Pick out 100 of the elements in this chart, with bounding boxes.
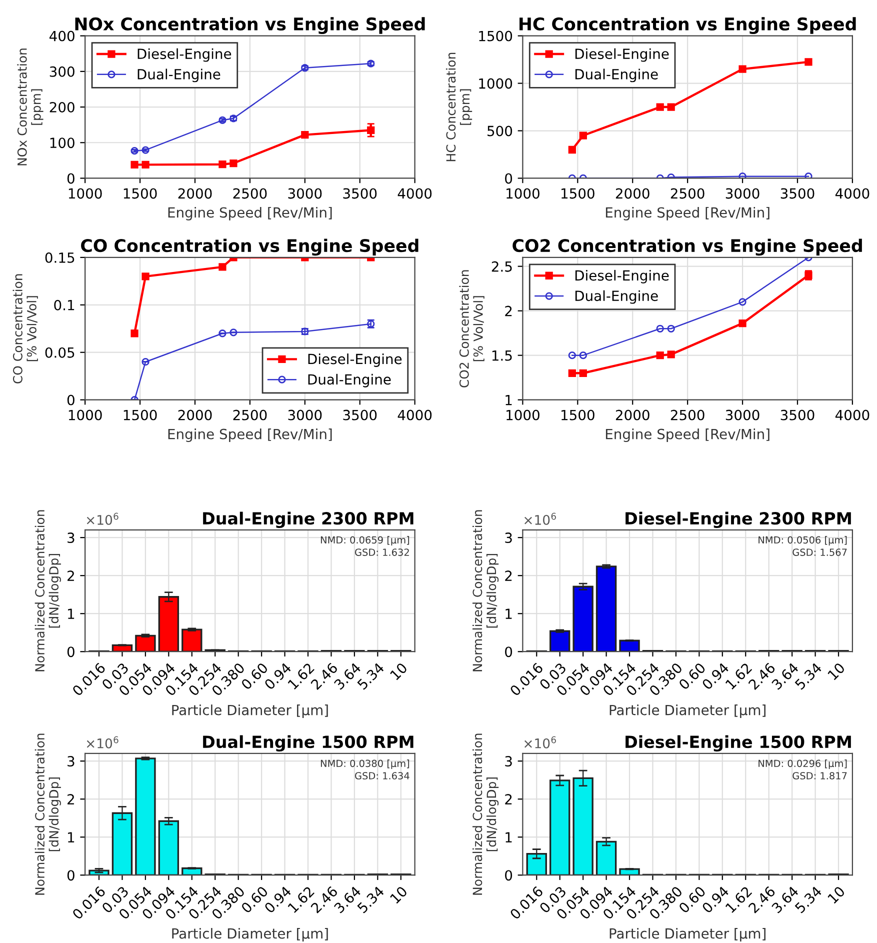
y-tick-label: 2 [505,570,512,581]
x-tick-label: 2000 [178,410,212,420]
x-tick-label: 3000 [288,410,322,420]
x-axis-title: Engine Speed [Rev/Min] [606,206,770,220]
y-tick-label: 1.5 [492,350,512,361]
x-tick-label: 4000 [398,410,432,420]
x-tick-label: 2000 [616,410,650,420]
x-tick-label: 3500 [343,410,377,420]
chart-title: Dual-Engine 1500 RPM [203,735,414,752]
y-tick-label: 0 [67,394,74,406]
y-axis-title: Normalized Concentration [dN/dlogDp] [472,510,499,672]
annotation: NMD: 0.0380 [μm] GSD: 1.634 [320,760,410,780]
y-tick-label: 300 [50,66,74,77]
chart-title: Diesel-Engine 2300 RPM [626,512,851,528]
y-tick-label: 1 [68,832,74,842]
legend-label: Dual-Engine [575,68,658,82]
text: ×10$^{6}$ [524,512,556,525]
y-tick-label: 1500 [479,30,512,42]
x-axis-title: Engine Speed [Rev/Min] [168,428,332,442]
y-tick-label: 0 [67,646,74,658]
y-tick-label: 3 [68,532,74,544]
x-tick-label: 2000 [616,188,650,199]
y-tick-label: 2 [505,794,512,804]
legend-label: Dual-Engine [138,68,220,82]
legend-label: Dual-Engine [308,374,391,388]
x-tick-label: 10 [827,886,846,904]
x-axis-title: Particle Diameter [μm] [172,704,328,718]
y-tick-label: 0 [67,173,74,184]
x-tick-label: 2500 [233,410,267,420]
y-tick-label: 0.15 [45,252,74,263]
y-tick-label: 1 [506,832,512,842]
y-tick-label: 1000 [479,78,512,89]
y-tick-label: 3 [505,756,512,767]
y-tick-label: 0 [67,870,74,881]
legend-label: Diesel-Engine [308,354,402,367]
x-tick-label: 4000 [398,188,432,199]
x-axis-title: Engine Speed [Rev/Min] [606,428,770,442]
y-axis-title: NOx Concentration [ppm] [17,48,44,166]
text: ×10$^{6}$ [524,736,556,748]
x-tick-label: 4000 [835,188,870,199]
y-tick-label: 3 [505,532,512,544]
x-tick-label: 3500 [780,410,814,420]
chart-title: CO2 Concentration vs Engine Speed [512,238,862,256]
chart-title: CO Concentration vs Engine Speed [81,238,418,256]
chart-title: Dual-Engine 2300 RPM [203,512,414,528]
x-tick-label: 10 [390,662,408,680]
annotation: NMD: 0.0506 [μm] GSD: 1.567 [758,536,847,556]
x-tick-label: 3500 [343,188,377,199]
text: ×10$^{6}$ [86,512,118,525]
y-axis-title: CO Concentration [% Vol/Vol] [12,274,38,384]
x-tick-label: 1500 [562,188,594,199]
y-tick-label: 2 [505,306,512,316]
y-tick-label: 3 [68,756,74,767]
x-tick-label: 1500 [562,410,594,420]
y-axis-title: Normalized Concentration [dN/dlogDp] [34,734,61,895]
y-tick-label: 0 [505,646,512,658]
y-axis-title: HC Concentration [ppm] [446,52,472,162]
legend-label: Diesel-Engine [575,48,669,62]
y-tick-label: 100 [50,138,74,148]
x-tick-label: 2500 [670,188,704,199]
y-axis-title: CO2 Concentration [% Vol/Vol] [459,270,484,388]
y-tick-label: 500 [488,126,512,136]
x-axis-title: Particle Diameter [μm] [610,928,766,942]
y-axis-title: Normalized Concentration [dN/dlogDp] [472,734,499,895]
x-axis-title: Particle Diameter [μm] [610,704,766,718]
x-tick-label: 1500 [124,410,157,420]
x-tick-label: 1500 [124,188,157,199]
chart-title: HC Concentration vs Engine Speed [520,17,856,34]
y-tick-label: 0.05 [45,347,74,358]
x-axis-title: Engine Speed [Rev/Min] [168,206,332,220]
y-tick-label: 1 [506,394,512,406]
x-tick-label: 3000 [726,188,760,199]
x-tick-label: 2500 [233,188,267,199]
y-tick-label: 2 [68,570,74,581]
x-tick-label: 10 [390,886,408,904]
chart-title: Diesel-Engine 1500 RPM [626,735,851,752]
x-tick-label: 3000 [288,188,322,199]
y-tick-label: 0 [505,870,512,881]
y-tick-label: 0 [505,173,512,184]
y-tick-label: 2 [68,794,74,804]
annotation: NMD: 0.0296 [μm] GSD: 1.817 [758,760,847,780]
y-tick-label: 1 [68,608,74,619]
y-tick-label: 2.5 [492,261,512,272]
legend-label: Dual-Engine [575,290,658,304]
y-axis-title: Normalized Concentration [dN/dlogDp] [34,510,61,672]
y-tick-label: 0.1 [54,300,74,310]
y-tick-label: 200 [50,102,74,113]
y-tick-label: 1 [506,608,512,619]
x-axis-title: Particle Diameter [μm] [172,928,328,942]
x-tick-label: 2500 [670,410,704,420]
x-tick-label: 4000 [835,410,870,420]
x-tick-label: 3000 [726,410,760,420]
legend-label: Diesel-Engine [138,48,232,62]
y-tick-label: 400 [50,30,74,42]
x-tick-label: 10 [827,662,846,680]
x-tick-label: 2000 [178,188,212,199]
x-tick-label: 3500 [780,188,814,199]
legend-label: Diesel-Engine [575,270,669,284]
annotation: NMD: 0.0659 [μm] GSD: 1.632 [320,536,410,556]
text: ×10$^{6}$ [86,736,118,748]
